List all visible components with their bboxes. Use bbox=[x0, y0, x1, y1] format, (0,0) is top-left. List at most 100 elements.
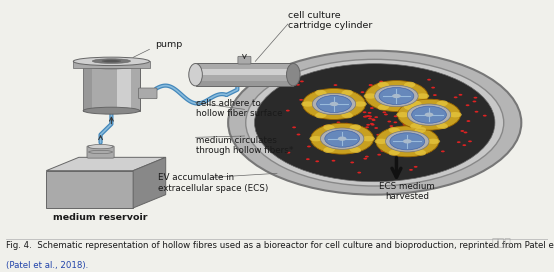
Circle shape bbox=[393, 140, 397, 142]
Ellipse shape bbox=[410, 100, 422, 107]
Circle shape bbox=[394, 115, 398, 117]
Circle shape bbox=[351, 104, 355, 106]
FancyBboxPatch shape bbox=[138, 88, 157, 99]
Circle shape bbox=[419, 126, 423, 128]
Ellipse shape bbox=[83, 62, 140, 69]
Circle shape bbox=[387, 120, 391, 122]
Circle shape bbox=[368, 115, 372, 117]
Polygon shape bbox=[47, 171, 133, 208]
Circle shape bbox=[403, 125, 407, 127]
Circle shape bbox=[468, 140, 472, 142]
Circle shape bbox=[336, 121, 340, 123]
Circle shape bbox=[357, 133, 361, 135]
Ellipse shape bbox=[83, 107, 140, 114]
Circle shape bbox=[434, 99, 438, 101]
Ellipse shape bbox=[189, 63, 202, 86]
Circle shape bbox=[357, 172, 361, 174]
Ellipse shape bbox=[315, 112, 327, 118]
Ellipse shape bbox=[404, 104, 416, 110]
Ellipse shape bbox=[361, 136, 375, 141]
Polygon shape bbox=[47, 157, 166, 171]
Ellipse shape bbox=[341, 112, 353, 118]
Circle shape bbox=[376, 134, 380, 136]
Ellipse shape bbox=[315, 90, 327, 96]
Circle shape bbox=[338, 137, 346, 141]
Circle shape bbox=[363, 111, 367, 113]
FancyBboxPatch shape bbox=[117, 65, 131, 111]
Ellipse shape bbox=[309, 136, 323, 141]
Circle shape bbox=[332, 160, 335, 162]
Circle shape bbox=[411, 116, 414, 118]
Circle shape bbox=[371, 124, 375, 126]
Circle shape bbox=[300, 81, 304, 82]
Circle shape bbox=[365, 81, 428, 112]
Circle shape bbox=[386, 133, 389, 135]
Circle shape bbox=[345, 123, 348, 125]
Circle shape bbox=[370, 123, 374, 125]
FancyBboxPatch shape bbox=[238, 56, 251, 64]
Ellipse shape bbox=[73, 57, 150, 66]
Circle shape bbox=[366, 136, 370, 138]
Circle shape bbox=[381, 133, 384, 135]
Text: (Patel et al., 2018).: (Patel et al., 2018). bbox=[6, 261, 88, 270]
Polygon shape bbox=[133, 157, 166, 208]
Circle shape bbox=[369, 84, 373, 86]
Circle shape bbox=[334, 84, 337, 86]
Circle shape bbox=[324, 95, 327, 97]
Circle shape bbox=[415, 140, 419, 141]
Circle shape bbox=[246, 59, 504, 186]
Circle shape bbox=[392, 94, 401, 98]
Circle shape bbox=[296, 84, 300, 86]
Circle shape bbox=[433, 120, 437, 122]
Circle shape bbox=[325, 130, 360, 147]
FancyBboxPatch shape bbox=[87, 146, 114, 158]
Circle shape bbox=[306, 158, 310, 160]
Circle shape bbox=[363, 158, 367, 160]
Ellipse shape bbox=[414, 127, 426, 134]
Circle shape bbox=[368, 84, 372, 86]
Ellipse shape bbox=[436, 123, 448, 129]
Circle shape bbox=[407, 104, 451, 125]
Circle shape bbox=[343, 125, 347, 126]
Circle shape bbox=[350, 94, 353, 96]
Circle shape bbox=[254, 64, 495, 182]
Circle shape bbox=[336, 149, 340, 151]
Ellipse shape bbox=[93, 59, 130, 63]
Text: medium circulates
through hollow fibers*: medium circulates through hollow fibers* bbox=[196, 136, 293, 155]
Circle shape bbox=[375, 127, 378, 129]
Circle shape bbox=[483, 115, 486, 117]
Circle shape bbox=[371, 119, 375, 120]
Circle shape bbox=[466, 120, 470, 122]
Circle shape bbox=[375, 116, 378, 118]
Circle shape bbox=[366, 124, 370, 126]
Circle shape bbox=[408, 100, 412, 101]
Circle shape bbox=[292, 126, 296, 128]
Circle shape bbox=[299, 99, 303, 101]
Circle shape bbox=[402, 108, 406, 110]
Circle shape bbox=[361, 101, 365, 103]
Circle shape bbox=[425, 113, 433, 117]
Text: EV accumulate in
extracellular space (ECS): EV accumulate in extracellular space (EC… bbox=[157, 173, 268, 193]
Ellipse shape bbox=[301, 101, 315, 107]
Circle shape bbox=[370, 107, 374, 109]
Circle shape bbox=[367, 115, 371, 117]
Circle shape bbox=[379, 88, 414, 104]
Ellipse shape bbox=[324, 147, 335, 153]
Circle shape bbox=[312, 93, 356, 115]
Ellipse shape bbox=[378, 104, 389, 110]
Circle shape bbox=[402, 123, 406, 125]
FancyBboxPatch shape bbox=[83, 65, 91, 111]
FancyBboxPatch shape bbox=[196, 69, 293, 75]
Circle shape bbox=[393, 121, 397, 123]
Circle shape bbox=[441, 150, 445, 152]
Circle shape bbox=[389, 150, 393, 151]
Ellipse shape bbox=[414, 149, 426, 156]
Text: cell culture
cartridge cylinder: cell culture cartridge cylinder bbox=[288, 11, 372, 30]
Circle shape bbox=[363, 116, 367, 118]
Circle shape bbox=[315, 160, 319, 162]
Circle shape bbox=[323, 125, 327, 127]
Circle shape bbox=[352, 93, 356, 95]
Circle shape bbox=[412, 106, 447, 123]
Circle shape bbox=[403, 139, 412, 143]
Circle shape bbox=[372, 119, 376, 121]
